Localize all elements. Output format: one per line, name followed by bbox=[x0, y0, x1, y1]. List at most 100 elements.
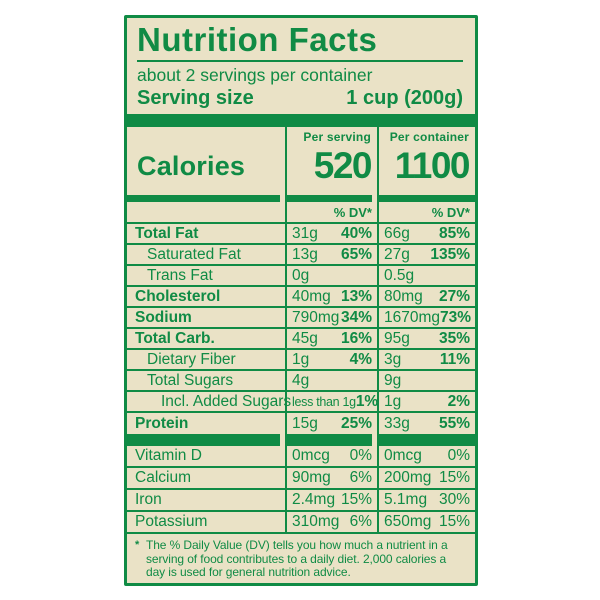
micronutrient-row-vitamin-d: Vitamin D 0mcg 0% 0mcg 0% bbox=[127, 446, 475, 468]
calories-row: Calories Per serving 520 Per container 1… bbox=[127, 127, 475, 195]
per-serving-dv: 16% bbox=[340, 329, 372, 347]
per-container-amount: 1g bbox=[384, 392, 402, 410]
per-container-dv: 15% bbox=[438, 469, 470, 486]
micronutrient-row-potassium: Potassium 310mg 6% 650mg 15% bbox=[127, 512, 475, 534]
per-serving-amount: 90mg bbox=[292, 469, 331, 486]
per-container-amount: 80mg bbox=[384, 287, 423, 305]
separator-bar-mid bbox=[285, 434, 377, 446]
per-container-amount: 95g bbox=[384, 329, 410, 347]
nutrient-row-total-sugars: Total Sugars 4g 9g bbox=[127, 371, 475, 392]
per-container-dv: 30% bbox=[438, 491, 470, 508]
nutrient-row-trans-fat: Trans Fat 0g 0.5g bbox=[127, 266, 475, 287]
per-container-amount: 0.5g bbox=[384, 266, 415, 284]
per-serving-amount: 13g bbox=[292, 245, 318, 263]
per-serving-dv: 1% bbox=[355, 392, 379, 410]
per-container-dv: 2% bbox=[447, 392, 470, 410]
calories-per-container-cell: Per container 1100 bbox=[377, 127, 475, 195]
per-serving-dv: 40% bbox=[340, 224, 372, 242]
per-container-dv: 135% bbox=[430, 245, 470, 263]
nutrient-row-saturated-fat: Saturated Fat 13g 65% 27g 135% bbox=[127, 245, 475, 266]
nutrition-facts-label: Nutrition Facts about 2 servings per con… bbox=[124, 15, 478, 586]
per-container-amount: 200mg bbox=[384, 469, 432, 486]
per-serving-amount: 790mg bbox=[292, 308, 340, 326]
per-container-dv: 27% bbox=[438, 287, 470, 305]
serving-size-row: Serving size 1 cup (200g) bbox=[137, 87, 463, 114]
calories-underline-bars bbox=[127, 195, 475, 203]
per-container-amount: 27g bbox=[384, 245, 410, 263]
dv-header-row: % DV* % DV* bbox=[127, 203, 475, 224]
per-serving-amount: 310mg bbox=[292, 513, 340, 530]
per-container-amount: 9g bbox=[384, 371, 402, 389]
nutrient-row-protein: Protein 15g 25% 33g 55% bbox=[127, 413, 475, 434]
footnote-asterisk: * bbox=[135, 539, 140, 551]
footnote-text: The % Daily Value (DV) tells you how muc… bbox=[146, 538, 448, 579]
per-container-amount: 0mcg bbox=[384, 447, 422, 464]
nutrient-row-sodium: Sodium 790mg 34% 1670mg 73% bbox=[127, 308, 475, 329]
per-container-dv: 0% bbox=[447, 447, 470, 464]
separator-bar-right bbox=[377, 434, 475, 446]
nutrient-name: Incl. Added Sugars bbox=[161, 392, 292, 410]
per-container-dv: 73% bbox=[440, 308, 472, 326]
calories-label-cell: Calories bbox=[127, 127, 285, 195]
per-container-dv: 15% bbox=[438, 513, 470, 530]
per-container-amount: 1670mg bbox=[384, 308, 441, 326]
calories-per-serving-cell: Per serving 520 bbox=[285, 127, 377, 195]
per-serving-amount: less than 1g bbox=[292, 394, 356, 409]
nutrient-row-added-sugars: Incl. Added Sugars less than 1g 1% 1g 2% bbox=[127, 392, 475, 413]
nutrient-name: Total Carb. bbox=[135, 329, 215, 347]
nutrient-name: Trans Fat bbox=[147, 266, 213, 284]
per-serving-amount: 15g bbox=[292, 414, 318, 432]
per-serving-dv: 13% bbox=[340, 287, 372, 305]
micronutrient-name: Calcium bbox=[135, 469, 191, 486]
calories-per-serving-value: 520 bbox=[313, 145, 373, 186]
micronutrient-name: Iron bbox=[135, 491, 162, 508]
nutrient-name: Total Fat bbox=[135, 224, 199, 242]
nutrient-name: Protein bbox=[135, 414, 189, 432]
per-serving-header: Per serving bbox=[303, 130, 371, 144]
per-container-dv: 11% bbox=[439, 350, 470, 368]
calories-per-container-value: 1100 bbox=[394, 145, 471, 186]
per-serving-amount: 0mcg bbox=[292, 447, 330, 464]
calories-underline-right bbox=[377, 195, 475, 203]
section-divider-bar bbox=[127, 114, 475, 127]
nutrient-row-dietary-fiber: Dietary Fiber 1g 4% 3g 11% bbox=[127, 350, 475, 371]
micronutrient-row-iron: Iron 2.4mg 15% 5.1mg 30% bbox=[127, 490, 475, 512]
per-serving-dv: 65% bbox=[340, 245, 372, 263]
dv-header-per-container: % DV* bbox=[377, 203, 475, 224]
per-container-amount: 650mg bbox=[384, 513, 432, 530]
label-header: Nutrition Facts about 2 servings per con… bbox=[127, 18, 475, 114]
separator-bar-left bbox=[127, 434, 285, 446]
dv-header-empty-cell bbox=[127, 203, 285, 224]
micronutrient-name: Potassium bbox=[135, 513, 208, 530]
label-title: Nutrition Facts bbox=[137, 21, 463, 62]
micronutrient-name: Vitamin D bbox=[135, 447, 202, 464]
micronutrient-row-calcium: Calcium 90mg 6% 200mg 15% bbox=[127, 468, 475, 490]
per-container-amount: 5.1mg bbox=[384, 491, 428, 508]
dv-footnote: * The % Daily Value (DV) tells you how m… bbox=[127, 534, 475, 580]
per-serving-amount: 1g bbox=[292, 350, 310, 368]
per-serving-amount: 2.4mg bbox=[292, 491, 336, 508]
servings-per-container: about 2 servings per container bbox=[137, 65, 373, 85]
per-container-amount: 66g bbox=[384, 224, 410, 242]
nutrient-row-cholesterol: Cholesterol 40mg 13% 80mg 27% bbox=[127, 287, 475, 308]
per-serving-dv: 15% bbox=[340, 491, 372, 508]
per-serving-dv: 0% bbox=[349, 447, 372, 464]
per-container-header: Per container bbox=[389, 130, 469, 144]
per-serving-dv: 6% bbox=[349, 469, 372, 486]
per-serving-amount: 4g bbox=[292, 371, 310, 389]
per-container-dv: 55% bbox=[438, 414, 470, 432]
dv-header-per-serving: % DV* bbox=[285, 203, 377, 224]
per-serving-amount: 45g bbox=[292, 329, 318, 347]
nutrient-name: Cholesterol bbox=[135, 287, 221, 305]
calories-label: Calories bbox=[137, 150, 246, 181]
per-serving-amount: 31g bbox=[292, 224, 318, 242]
per-serving-amount: 0g bbox=[292, 266, 310, 284]
nutrient-name: Sodium bbox=[135, 308, 192, 326]
calories-underline-mid bbox=[285, 195, 377, 203]
nutrient-row-total-carb: Total Carb. 45g 16% 95g 35% bbox=[127, 329, 475, 350]
per-serving-amount: 40mg bbox=[292, 287, 331, 305]
per-container-amount: 33g bbox=[384, 414, 410, 432]
calories-underline-left bbox=[127, 195, 285, 203]
per-serving-dv: 34% bbox=[340, 308, 372, 326]
per-container-amount: 3g bbox=[384, 350, 402, 368]
